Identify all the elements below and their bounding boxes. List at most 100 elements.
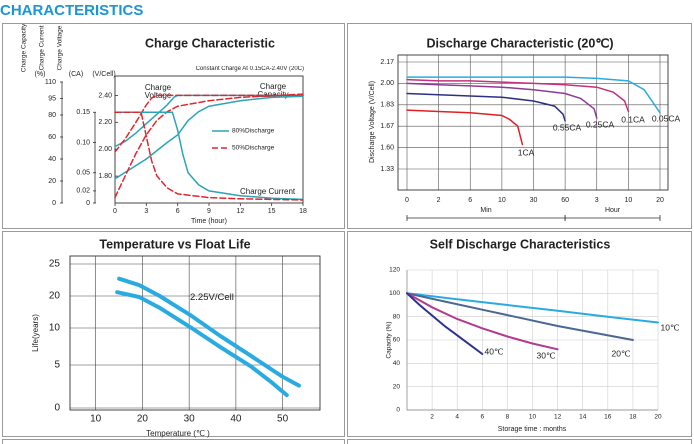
y-tick-label: 1.60 xyxy=(380,144,394,151)
legend-label: 80%Discharge xyxy=(232,128,275,135)
plot-frame xyxy=(69,255,321,411)
x-tick-label: 30 xyxy=(184,414,196,425)
axis-label: Capacity (%) xyxy=(386,321,393,358)
y-tick-label: 2.00 xyxy=(98,146,112,153)
panel xyxy=(2,23,345,229)
axis-label: Life(years) xyxy=(31,314,40,352)
x-tick-label: 8 xyxy=(506,414,510,421)
axis-label: (%) xyxy=(35,71,46,78)
annotation-box: Constant Charge At 0.15CA-2.40V (20C) xyxy=(195,66,304,72)
axis-label: Storage time : months xyxy=(498,426,567,433)
y-tick-label: 0.02 xyxy=(76,188,90,195)
y-tick-label: 2.17 xyxy=(380,59,394,66)
x-tick-label: 15 xyxy=(268,208,276,215)
legend-label: 50%Discharge xyxy=(232,145,275,152)
annotation: Constant Charge At 0.15CA-2.40V (20C) xyxy=(195,66,304,72)
series-label: 20℃ xyxy=(611,348,630,358)
y-tick-label: 80 xyxy=(393,313,401,320)
series-line xyxy=(114,111,304,201)
y-tick-label: 0 xyxy=(52,200,56,207)
series-line xyxy=(114,111,304,201)
x-tick-label: 12 xyxy=(554,414,562,421)
series-line xyxy=(114,95,304,180)
x-tick-label: 3 xyxy=(144,208,148,215)
axis-label: Charge Voltage xyxy=(57,25,64,70)
series-line xyxy=(114,93,304,199)
y-tick-label: 1.80 xyxy=(98,173,112,180)
x-tick-label: 12 xyxy=(236,208,244,215)
panel xyxy=(347,231,692,437)
x-tick-label: 10 xyxy=(624,197,632,204)
x-tick-label: 2 xyxy=(430,414,434,421)
series-line xyxy=(406,78,630,113)
annotation: Charge Current xyxy=(240,188,296,196)
annotation: 2.25V/Cell xyxy=(190,293,234,303)
y-tick-label: 0.05 xyxy=(76,170,90,177)
x-tick-label: 9 xyxy=(207,208,211,215)
page-title: CHARACTERISTICS xyxy=(0,2,143,19)
x-tick-label: 20 xyxy=(654,414,662,421)
axis-label: (V/Cell) xyxy=(92,71,115,78)
y-tick-label: 95 xyxy=(48,95,56,102)
x-tick-label: 4 xyxy=(455,414,459,421)
series-label: 30℃ xyxy=(536,350,555,360)
annotation-box: Charge Current xyxy=(240,188,296,196)
y-tick-label: 1.33 xyxy=(380,166,394,173)
series-label: 0.25CA xyxy=(586,119,615,129)
y-tick-label: 0 xyxy=(54,403,60,414)
plot-frame xyxy=(114,75,304,204)
series-line xyxy=(117,276,301,388)
x-tick-label: 3 xyxy=(595,197,599,204)
y-tick-label: 20 xyxy=(49,291,61,302)
y-tick-label: 10 xyxy=(49,323,61,334)
series-label: 0.05CA xyxy=(652,113,681,123)
series-line xyxy=(406,292,484,355)
panel-frames xyxy=(2,23,692,444)
plot-frame xyxy=(397,54,669,191)
x-tick-label: 60 xyxy=(561,197,569,204)
y-tick-label: 40 xyxy=(393,360,401,367)
axis-label: Charge Capacity xyxy=(21,23,28,72)
x-tick-label: 40 xyxy=(230,414,242,425)
chart-title: Discharge Characteristic (20℃) xyxy=(426,36,613,50)
y-tick-label: 100 xyxy=(389,290,400,297)
x-tick-label: 2 xyxy=(437,197,441,204)
group-label: Min xyxy=(480,207,491,214)
series-line xyxy=(114,94,304,153)
series-label: 1CA xyxy=(518,147,535,157)
series-line xyxy=(406,82,598,119)
x-tick-label: 10 xyxy=(498,197,506,204)
group-label: Hour xyxy=(605,207,621,214)
y-tick-label: 2.20 xyxy=(98,119,112,126)
x-tick-label: 18 xyxy=(629,414,637,421)
x-tick-label: 10 xyxy=(90,414,102,425)
y-tick-label: 80 xyxy=(48,112,56,119)
chart-title: Self Discharge Characteristics xyxy=(430,237,611,251)
axis-label: Time (hour) xyxy=(191,218,227,225)
series-line xyxy=(406,76,661,114)
y-tick-label: 2.00 xyxy=(380,80,394,87)
y-tick-label: 120 xyxy=(389,267,400,274)
annotation-box: 2.25V/Cell xyxy=(190,293,234,303)
panel xyxy=(2,439,345,444)
annotation: Charge Voltage xyxy=(144,84,172,101)
x-tick-label: 20 xyxy=(656,197,664,204)
y-tick-label: 20 xyxy=(48,178,56,185)
series-line xyxy=(406,92,566,122)
series-line xyxy=(114,94,304,148)
series-line xyxy=(406,292,634,341)
panel xyxy=(347,439,692,444)
x-tick-label: 20 xyxy=(137,414,149,425)
series-line xyxy=(406,292,659,324)
series-label: 40℃ xyxy=(484,346,503,356)
axis-label: Temperature (℃ ) xyxy=(146,429,210,438)
x-tick-label: 0 xyxy=(405,197,409,204)
series-label: 10℃ xyxy=(660,322,679,332)
annotation-box: Charge Voltage xyxy=(144,84,172,101)
x-tick-label: 14 xyxy=(579,414,587,421)
x-tick-label: 18 xyxy=(299,208,307,215)
x-tick-label: 6 xyxy=(176,208,180,215)
y-tick-label: 2.40 xyxy=(98,92,112,99)
axis-label: (CA) xyxy=(69,71,83,78)
